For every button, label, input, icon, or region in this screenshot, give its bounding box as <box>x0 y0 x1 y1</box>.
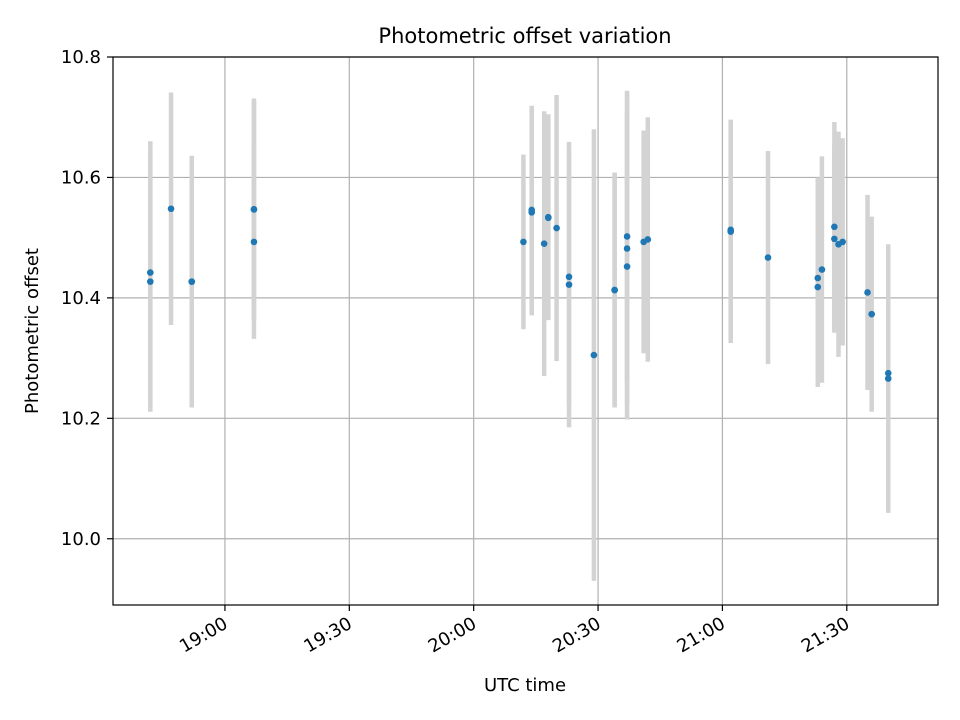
data-point <box>540 240 548 247</box>
data-point <box>528 209 536 216</box>
data-points <box>147 205 892 382</box>
data-point <box>868 310 875 318</box>
data-point <box>839 238 846 246</box>
y-tick-label: 10.2 <box>61 408 101 429</box>
plot-frame <box>112 56 939 606</box>
data-point <box>623 245 631 252</box>
data-point <box>814 283 822 291</box>
y-tick-label: 10.4 <box>61 288 101 309</box>
data-point <box>147 278 154 285</box>
data-point <box>814 274 822 282</box>
x-tick-label: 19:30 <box>300 613 355 657</box>
x-axis: 19:00 19:30 20:00 20:30 21:00 21:30 <box>176 605 853 657</box>
data-point <box>250 206 258 213</box>
data-point <box>553 224 560 232</box>
y-tick-label: 10.6 <box>61 167 101 188</box>
data-point <box>545 213 552 221</box>
data-point <box>520 238 527 246</box>
x-tick-label: 21:00 <box>673 613 728 657</box>
data-point <box>623 233 631 240</box>
data-point <box>590 351 598 359</box>
data-point <box>188 278 196 285</box>
y-tick-label: 10.8 <box>61 47 101 68</box>
x-tick-label: 21:30 <box>798 613 853 657</box>
data-point <box>764 254 772 261</box>
x-axis-label: UTC time <box>484 675 566 696</box>
y-axis-label: Photometric offset <box>22 248 43 414</box>
x-tick-label: 19:00 <box>176 613 231 657</box>
y-tick-label: 10.0 <box>61 529 101 550</box>
data-point <box>167 205 175 213</box>
data-point <box>147 269 154 276</box>
chart-title: Photometric offset variation <box>378 24 671 48</box>
plot-background <box>113 57 938 605</box>
x-tick-label: 20:30 <box>549 613 604 657</box>
data-point <box>831 235 838 243</box>
data-point <box>644 236 652 243</box>
data-point <box>611 286 618 294</box>
y-axis: 10.0 10.2 10.4 10.6 10.8 <box>61 47 113 550</box>
data-point <box>818 266 826 273</box>
data-point <box>884 369 892 377</box>
data-point <box>565 281 573 288</box>
data-point <box>727 228 735 235</box>
x-tick-label: 20:00 <box>425 613 480 657</box>
data-point <box>831 223 838 231</box>
data-point <box>864 289 871 296</box>
data-point <box>565 273 573 281</box>
data-point <box>250 238 258 246</box>
data-point <box>884 375 892 382</box>
data-point <box>623 263 631 270</box>
